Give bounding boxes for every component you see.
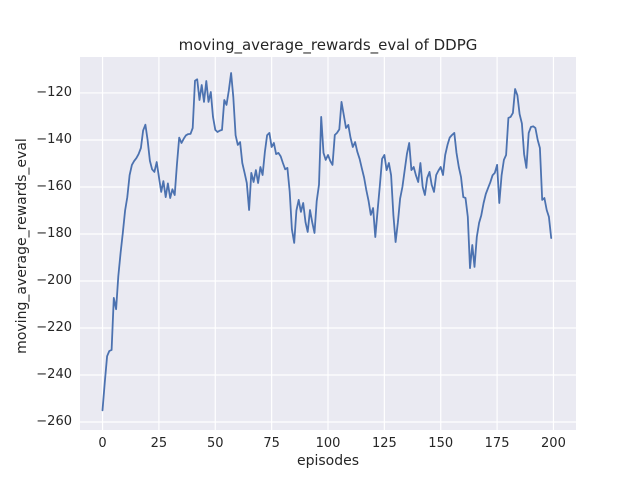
y-tick-label: −120 bbox=[36, 84, 72, 100]
plot-area bbox=[80, 57, 576, 430]
x-tick-label: 25 bbox=[150, 436, 168, 451]
x-tick-label: 0 bbox=[98, 436, 107, 451]
data-line bbox=[101, 72, 553, 412]
y-tick-label: −200 bbox=[36, 272, 72, 288]
y-tick-label: −220 bbox=[36, 319, 72, 335]
y-tick-label: −260 bbox=[36, 414, 72, 429]
x-tick-label: 175 bbox=[484, 436, 510, 451]
x-tick-label: 75 bbox=[263, 436, 280, 451]
x-tick-label: 150 bbox=[428, 436, 454, 451]
x-axis-label: episodes bbox=[296, 453, 360, 469]
line-plot-svg bbox=[80, 57, 576, 430]
chart-title: moving_average_rewards_eval of DDPG bbox=[178, 36, 478, 54]
y-tick-label: −240 bbox=[36, 367, 72, 382]
y-tick-label: −160 bbox=[36, 178, 72, 194]
x-tick-label: 100 bbox=[315, 436, 341, 451]
x-tick-label: 200 bbox=[541, 436, 566, 451]
x-tick-label: 50 bbox=[206, 436, 224, 451]
y-tick-label: −180 bbox=[36, 225, 72, 241]
y-tick-label: −140 bbox=[36, 131, 72, 147]
x-tick-label: 125 bbox=[371, 436, 397, 451]
